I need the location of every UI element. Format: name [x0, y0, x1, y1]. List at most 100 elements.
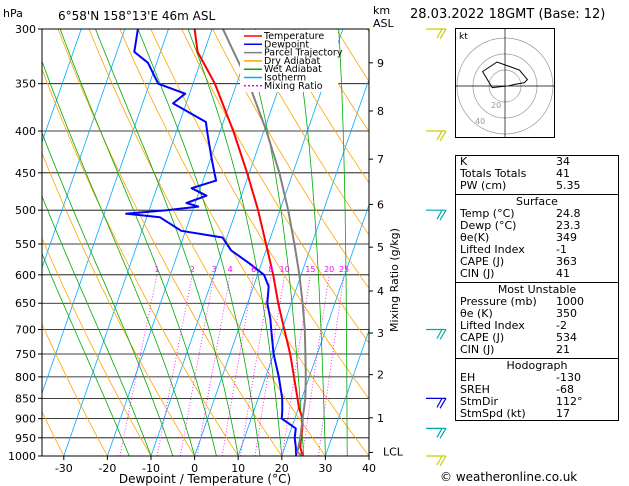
most-unstable-value: 21 — [556, 343, 570, 356]
dry-adiabat — [57, 29, 283, 456]
hodograph-param-row: EH -130 — [456, 372, 618, 384]
km-unit: km — [373, 4, 390, 17]
pressure-tick-label: 450 — [15, 167, 36, 180]
dry-adiabat — [42, 323, 108, 456]
most-unstable-row: CIN (J) 21 — [456, 344, 618, 356]
right-axis-label: Mixing Ratio (g/kg) — [388, 228, 401, 332]
temp-tick-label: -10 — [142, 462, 160, 475]
temp-tick-label: 40 — [362, 462, 376, 475]
credit: © weatheronline.co.uk — [440, 470, 578, 484]
mixing-ratio-label: 2 — [190, 265, 195, 274]
wind-barb-flag — [436, 428, 443, 438]
dry-adiabat — [42, 68, 239, 456]
isotherm — [42, 29, 82, 144]
surface-title: Surface — [516, 195, 558, 208]
mixing-ratio-line — [254, 274, 285, 456]
wet-adiabat — [95, 29, 239, 456]
most-unstable-value: 350 — [556, 307, 577, 320]
isotherm — [281, 203, 369, 456]
wind-barb-flag — [436, 209, 443, 220]
most-unstable-label: CIN (J) — [460, 343, 495, 356]
surface-value: 24.8 — [556, 207, 581, 220]
pressure-tick-label: 600 — [15, 269, 36, 282]
indices-panel: K 34 Totals Totals 41 PW (cm) 5.35 Surface … — [455, 155, 619, 421]
wet-adiabat — [42, 252, 130, 456]
pressure-tick-label: 550 — [15, 238, 36, 251]
dry-adiabat — [181, 29, 369, 344]
most-unstable-label: Lifted Index — [460, 319, 525, 332]
surface-label: Lifted Index — [460, 243, 525, 256]
most-unstable-row: θe (K) 350 — [456, 308, 618, 320]
surface-value: 349 — [556, 231, 577, 244]
most-unstable-label: CAPE (J) — [460, 331, 505, 344]
dry-adiabat — [42, 152, 195, 456]
legend-label: Mixing Ratio — [264, 81, 323, 92]
isotherm — [237, 78, 369, 456]
wind-barb-flag — [439, 28, 447, 40]
hodograph-param-value: -130 — [556, 371, 581, 384]
mixing-ratio-line — [302, 274, 330, 456]
adiabats-isotherms — [42, 29, 369, 456]
surface-row: θe(K) 349 — [456, 232, 618, 244]
most-unstable-row: Lifted Index -2 — [456, 320, 618, 332]
most-unstable-label: Pressure (mb) — [460, 295, 537, 308]
pressure-tick-label: 300 — [15, 23, 36, 36]
pw-row: PW (cm) 5.35 — [460, 179, 581, 192]
km-tick-label: 5 — [377, 241, 384, 254]
wind-barb-flag — [436, 130, 443, 141]
isotherm — [194, 29, 344, 456]
wet-adiabat — [368, 426, 369, 456]
pressure-tick-label: 700 — [15, 324, 36, 337]
x-axis-label: Dewpoint / Temperature (°C) — [119, 472, 291, 486]
hodograph-param-label: StmDir — [460, 395, 499, 408]
mixing-ratio-label: 20 — [324, 265, 334, 274]
most-unstable-value: -2 — [556, 319, 567, 332]
legend-label: Temperature — [263, 31, 324, 42]
mixing-ratio-line — [240, 274, 272, 456]
surface-section: Surface Temp (°C) 24.8 Dewp (°C) 23.3 θe(K) 3… — [456, 194, 618, 280]
dry-adiabat — [243, 29, 369, 236]
legend-label: Isotherm — [264, 73, 306, 84]
surface-row: CAPE (J) 363 — [456, 256, 618, 268]
dry-adiabat — [119, 29, 369, 456]
dry-adiabat — [88, 29, 326, 456]
surface-value: -1 — [556, 243, 567, 256]
isotherm — [63, 29, 213, 456]
temp-tick-label: 30 — [318, 462, 332, 475]
mixing-ratio-label: 8 — [268, 265, 273, 274]
dry-adiabat — [274, 29, 369, 184]
hodograph-unit: kt — [459, 32, 468, 42]
axes: 3003504004505005506006507007508008509009… — [8, 23, 404, 475]
pressure-tick-label: 800 — [15, 371, 36, 384]
hodograph-ring-label: 20 — [491, 101, 501, 110]
mixing-ratio-label: 1 — [154, 265, 159, 274]
surface-value: 41 — [556, 267, 570, 280]
wet-adiabat — [42, 195, 152, 456]
temp-tick-label: 20 — [275, 462, 289, 475]
asl-unit: ASL — [373, 17, 395, 30]
legend-label: Parcel Trajectory — [264, 48, 343, 59]
surface-row: Dewp (°C) 23.3 — [456, 220, 618, 232]
wind-barb-flag — [439, 329, 447, 340]
legend-label: Dewpoint — [264, 39, 309, 50]
isotherm — [42, 29, 169, 395]
legend-label: Dry Adiabat — [264, 56, 321, 67]
most-unstable-value: 1000 — [556, 295, 584, 308]
surface-label: Temp (°C) — [460, 207, 515, 220]
wind-barbs — [426, 28, 447, 467]
hodograph-param-value: -68 — [556, 383, 574, 396]
legend-label: Wet Adiabat — [264, 64, 322, 75]
hodograph-ring-label: 40 — [475, 117, 485, 126]
dry-adiabat — [212, 29, 369, 290]
plot-frame — [41, 28, 370, 457]
mixing-ratio-lines — [119, 274, 345, 456]
km-tick-label: 1 — [377, 412, 384, 425]
km-tick-label: 7 — [377, 153, 384, 166]
wet-adiabat — [187, 29, 283, 456]
mixing-ratio-line — [221, 274, 255, 456]
wind-barb-flag — [436, 455, 443, 466]
wet-adiabat — [42, 131, 174, 456]
hodograph: 20 40 kt — [455, 28, 555, 138]
wet-adiabat — [338, 29, 348, 456]
